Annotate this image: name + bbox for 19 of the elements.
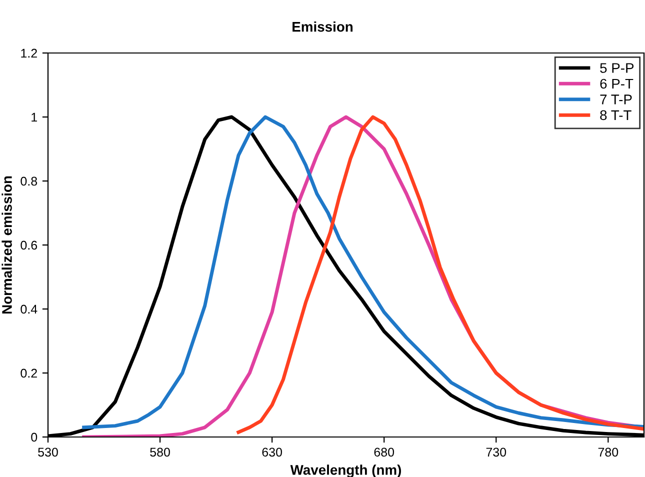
y-tick-label: 0.6 <box>20 240 38 250</box>
y-tick-label: 1 <box>32 112 37 122</box>
x-tick-label: 780 <box>598 448 618 457</box>
y-tick-label: 0.8 <box>20 176 38 186</box>
legend-label: 5 P-P <box>600 63 634 73</box>
y-tick-label: 0.4 <box>20 304 38 314</box>
legend-label: 7 T-P <box>600 94 632 104</box>
x-tick-label: 630 <box>262 448 282 457</box>
y-tick-label: 0.2 <box>20 368 37 378</box>
x-tick-label: 680 <box>374 448 394 457</box>
y-tick-label: 1.2 <box>21 48 37 58</box>
legend-label: 8 T-T <box>600 110 632 120</box>
x-tick-label: 580 <box>150 448 170 457</box>
x-tick-label: 530 <box>38 448 58 457</box>
legend-label: 6 P-T <box>600 78 634 89</box>
chart-title: Emission <box>292 22 353 32</box>
x-tick-label: 730 <box>486 448 506 457</box>
y-axis-title: Normalized emission <box>2 176 12 314</box>
y-tick-label: 0 <box>31 432 38 442</box>
